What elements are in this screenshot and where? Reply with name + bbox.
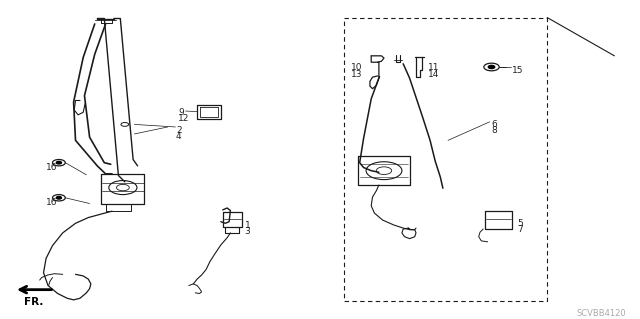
- Text: 1: 1: [244, 221, 250, 230]
- Text: 14: 14: [428, 70, 439, 78]
- Text: 16: 16: [46, 163, 58, 172]
- Circle shape: [488, 65, 495, 69]
- Text: 4: 4: [176, 132, 182, 141]
- Circle shape: [56, 197, 61, 199]
- Text: 9: 9: [178, 108, 184, 117]
- Text: 13: 13: [351, 70, 362, 78]
- Text: 5: 5: [517, 219, 523, 227]
- Text: 11: 11: [428, 63, 439, 72]
- Text: 12: 12: [178, 114, 189, 123]
- Text: 3: 3: [244, 227, 250, 236]
- Text: 8: 8: [492, 126, 497, 135]
- Text: 10: 10: [351, 63, 362, 72]
- Text: 2: 2: [176, 126, 182, 135]
- Text: 6: 6: [492, 120, 497, 129]
- Circle shape: [56, 161, 61, 164]
- Text: FR.: FR.: [24, 297, 43, 307]
- Text: SCVBB4120: SCVBB4120: [576, 309, 626, 318]
- Text: 15: 15: [512, 66, 524, 75]
- Text: 16: 16: [46, 198, 58, 207]
- Text: 7: 7: [517, 225, 523, 234]
